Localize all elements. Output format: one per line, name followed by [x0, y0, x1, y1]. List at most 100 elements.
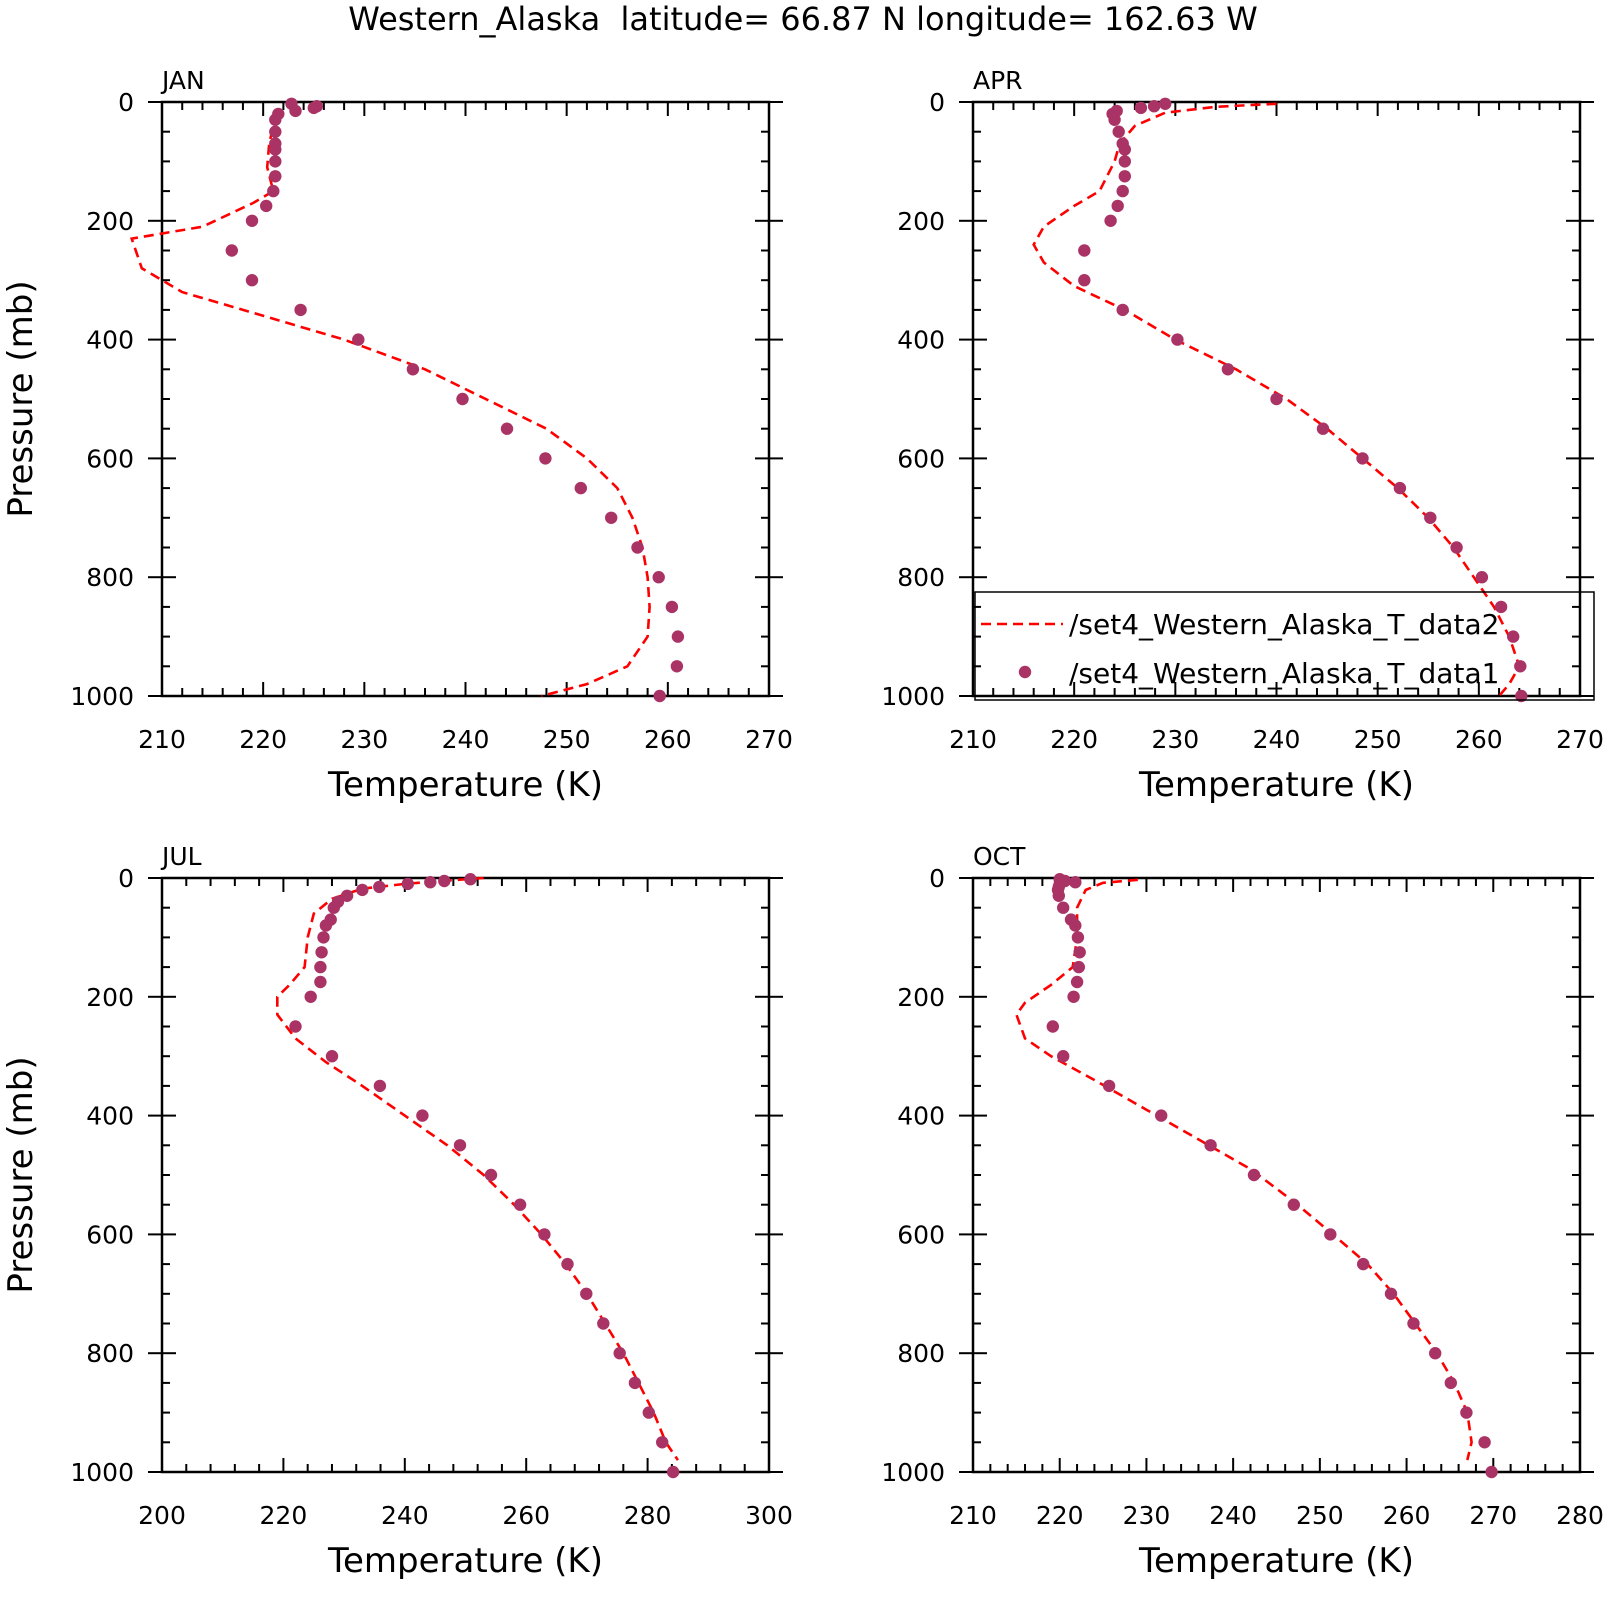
y-tick-label: 800: [86, 563, 134, 592]
y-axis-title: Pressure (mb): [1, 280, 41, 517]
obs-point: [653, 689, 666, 703]
obs-point: [1078, 274, 1091, 287]
x-tick-label: 280: [624, 1501, 672, 1530]
obs-point: [1057, 901, 1070, 914]
y-tick-label: 400: [86, 326, 134, 355]
obs-point: [1147, 100, 1161, 113]
x-tick-label: 250: [1296, 1501, 1344, 1530]
x-axis-title: Temperature (K): [1138, 1541, 1414, 1581]
obs-point: [561, 1257, 574, 1271]
obs-point: [1072, 960, 1086, 974]
y-tick-label: 1000: [70, 1458, 134, 1487]
x-tick-label: 220: [1050, 725, 1098, 754]
obs-point: [453, 1139, 467, 1152]
y-tick-label: 600: [86, 444, 134, 473]
obs-point: [652, 571, 665, 584]
panel-label: OCT: [973, 842, 1026, 871]
obs-point: [1507, 630, 1520, 643]
obs-point: [665, 600, 679, 614]
obs-point: [1071, 931, 1085, 944]
y-tick-label: 600: [86, 1220, 134, 1249]
panels: JAN 210 220 230 240 250 260 270 0 200 400 600 800 100…: [1, 66, 1604, 1581]
x-axis-title: Temperature (K): [327, 765, 603, 805]
x-tick-label: 260: [1455, 725, 1503, 754]
obs-point: [373, 880, 386, 894]
panel-label: JUL: [160, 842, 202, 871]
obs-point: [245, 274, 259, 287]
y-tick-label: 200: [897, 207, 945, 236]
obs-point: [1356, 452, 1369, 465]
obs-point: [1357, 1257, 1370, 1271]
y-axis-title: Pressure (mb): [1, 1056, 41, 1293]
obs-point: [538, 1228, 551, 1241]
y-tick-label: 0: [929, 864, 945, 893]
obs-point: [319, 919, 333, 932]
y-tick-label: 1000: [70, 682, 134, 711]
obs-point: [438, 874, 451, 888]
obs-point: [1171, 333, 1184, 346]
obs-point: [269, 170, 282, 183]
panel-label: APR: [973, 66, 1023, 95]
y-tick-label: 400: [897, 326, 945, 355]
x-tick-label: 250: [1354, 725, 1402, 754]
obs-point: [1494, 600, 1508, 614]
x-tick-label: 200: [138, 1501, 186, 1530]
x-tick-label: 240: [1209, 1501, 1257, 1530]
x-tick-label: 280: [1556, 1501, 1604, 1530]
obs-point: [642, 1406, 655, 1419]
obs-point: [260, 199, 273, 213]
x-axis-title: Temperature (K): [1138, 765, 1414, 805]
obs-point: [1478, 1436, 1491, 1449]
obs-point: [628, 1376, 642, 1390]
y-tick-label: 600: [897, 1220, 945, 1249]
obs-point: [424, 876, 437, 889]
obs-point: [1052, 889, 1066, 902]
panel-oct: OCT 210 220 230 240 250 260 270 280 0 200 400 600 800…: [881, 842, 1603, 1581]
obs-point: [294, 303, 307, 317]
y-tick-label: 200: [86, 207, 134, 236]
obs-point: [1073, 946, 1086, 959]
obs-point: [1460, 1406, 1473, 1419]
y-tick-label: 800: [897, 1339, 945, 1368]
obs-point: [1067, 990, 1080, 1003]
obs-point: [327, 901, 340, 914]
panel-jul: JUL 200 220 240 260 280 300 0 200 400 600 800 1000 Te…: [1, 842, 793, 1581]
model-profile-line: [276, 876, 679, 1461]
legend-dot-swatch: [1018, 665, 1032, 679]
y-tick-label: 400: [86, 1102, 134, 1131]
obs-point: [580, 1287, 593, 1301]
obs-point: [269, 143, 282, 156]
obs-point: [1514, 660, 1527, 673]
obs-point: [574, 481, 587, 495]
obs-point: [613, 1347, 626, 1360]
obs-point: [605, 511, 618, 524]
x-tick-label: 210: [949, 1501, 997, 1530]
x-tick-label: 270: [1469, 1501, 1517, 1530]
y-tick-label: 600: [897, 444, 945, 473]
x-tick-label: 230: [1123, 1501, 1171, 1530]
obs-point: [1104, 214, 1117, 227]
legend-dashed-label: /set4_Western_Alaska_T_data2: [1069, 608, 1499, 641]
model-profile-line: [129, 113, 651, 698]
obs-point: [406, 363, 420, 376]
x-tick-label: 220: [1036, 1501, 1084, 1530]
obs-point: [1407, 1317, 1420, 1330]
obs-point: [314, 975, 327, 989]
obs-point: [1287, 1198, 1301, 1211]
obs-point: [1324, 1228, 1337, 1241]
obs-point: [269, 113, 282, 127]
obs-point: [314, 960, 327, 974]
obs-point: [315, 946, 328, 959]
y-tick-label: 1000: [881, 682, 945, 711]
obs-point: [1316, 422, 1330, 435]
obs-point: [225, 244, 238, 257]
x-tick-label: 220: [260, 1501, 308, 1530]
obs-point: [1134, 101, 1148, 115]
x-tick-label: 240: [381, 1501, 429, 1530]
obs-point: [245, 214, 259, 227]
x-axis-title: Temperature (K): [327, 1541, 603, 1581]
x-tick-label: 230: [1151, 725, 1199, 754]
obs-point: [1424, 511, 1437, 524]
obs-point: [484, 1168, 498, 1182]
obs-point: [670, 660, 684, 673]
